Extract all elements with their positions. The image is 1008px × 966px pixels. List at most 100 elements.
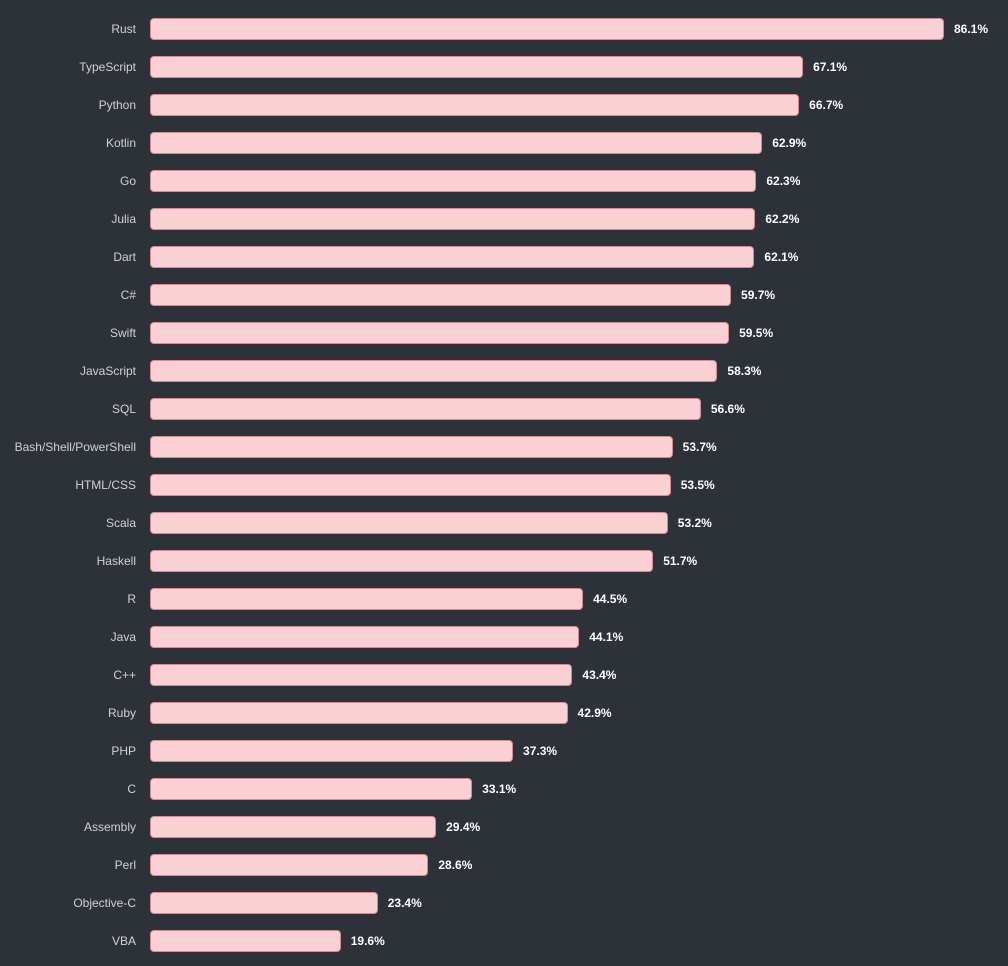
bar-label: Julia <box>0 212 150 226</box>
bar-label: Perl <box>0 858 150 872</box>
bar-row: C#59.7% <box>0 276 988 314</box>
bar-fill <box>150 778 472 800</box>
bar-label: HTML/CSS <box>0 478 150 492</box>
bar-value: 59.5% <box>739 326 773 340</box>
bar-fill <box>150 816 436 838</box>
bar-row: Perl 28.6% <box>0 846 988 884</box>
bar-fill <box>150 892 378 914</box>
bar-row: Julia 62.2% <box>0 200 988 238</box>
bar-label: Python <box>0 98 150 112</box>
bar-fill <box>150 284 731 306</box>
bar-fill <box>150 854 428 876</box>
bar-value: 86.1% <box>954 22 988 36</box>
bar-row: C++43.4% <box>0 656 988 694</box>
bar-fill <box>150 18 944 40</box>
bar-value: 62.2% <box>765 212 799 226</box>
bar-value: 66.7% <box>809 98 843 112</box>
bar-fill <box>150 132 762 154</box>
bar-value: 42.9% <box>578 706 612 720</box>
bar-fill <box>150 56 803 78</box>
bar-track: 62.2% <box>150 208 988 230</box>
bar-track: 53.7% <box>150 436 988 458</box>
bar-track: 33.1% <box>150 778 988 800</box>
bar-row: Dart62.1% <box>0 238 988 276</box>
bar-value: 58.3% <box>727 364 761 378</box>
bar-track: 62.3% <box>150 170 988 192</box>
bar-track: 23.4% <box>150 892 988 914</box>
bar-label: Bash/Shell/PowerShell <box>0 440 150 454</box>
bar-fill <box>150 702 568 724</box>
bar-fill <box>150 436 673 458</box>
bar-row: Objective-C23.4% <box>0 884 988 922</box>
bar-value: 67.1% <box>813 60 847 74</box>
bar-row: Scala 53.2% <box>0 504 988 542</box>
bar-track: 58.3% <box>150 360 988 382</box>
bar-track: 66.7% <box>150 94 988 116</box>
bar-row: SQL 56.6% <box>0 390 988 428</box>
bar-row: HTML/CSS 53.5% <box>0 466 988 504</box>
bar-value: 62.9% <box>772 136 806 150</box>
bar-label: Ruby <box>0 706 150 720</box>
bar-value: 62.3% <box>766 174 800 188</box>
bar-track: 59.7% <box>150 284 988 306</box>
bar-fill <box>150 322 729 344</box>
bar-fill <box>150 512 668 534</box>
bar-row: TypeScript67.1% <box>0 48 988 86</box>
bar-track: 62.9% <box>150 132 988 154</box>
bar-value: 19.6% <box>351 934 385 948</box>
bar-track: 43.4% <box>150 664 988 686</box>
bar-label: Kotlin <box>0 136 150 150</box>
bar-value: 53.7% <box>683 440 717 454</box>
bar-row: Python 66.7% <box>0 86 988 124</box>
bar-label: Haskell <box>0 554 150 568</box>
bar-label: VBA <box>0 934 150 948</box>
bar-fill <box>150 930 341 952</box>
bar-label: C++ <box>0 668 150 682</box>
bar-value: 44.1% <box>589 630 623 644</box>
bar-fill <box>150 474 671 496</box>
bar-value: 53.5% <box>681 478 715 492</box>
bar-row: C33.1% <box>0 770 988 808</box>
bar-track: 53.5% <box>150 474 988 496</box>
bar-row: Ruby 42.9% <box>0 694 988 732</box>
bar-row: PHP37.3% <box>0 732 988 770</box>
bar-fill <box>150 740 513 762</box>
bar-label: JavaScript <box>0 364 150 378</box>
bar-track: 28.6% <box>150 854 988 876</box>
bar-track: 86.1% <box>150 18 988 40</box>
bar-row: Bash/Shell/PowerShell 53.7% <box>0 428 988 466</box>
bar-track: 44.5% <box>150 588 988 610</box>
bar-fill <box>150 398 701 420</box>
bar-value: 51.7% <box>663 554 697 568</box>
bar-track: 67.1% <box>150 56 988 78</box>
bar-track: 51.7% <box>150 550 988 572</box>
bar-fill <box>150 246 754 268</box>
bar-label: C# <box>0 288 150 302</box>
bar-label: SQL <box>0 402 150 416</box>
bar-value: 23.4% <box>388 896 422 910</box>
bar-track: 37.3% <box>150 740 988 762</box>
bar-value: 29.4% <box>446 820 480 834</box>
bar-row: Rust86.1% <box>0 10 988 48</box>
bar-row: Swift59.5% <box>0 314 988 352</box>
bar-track: 29.4% <box>150 816 988 838</box>
bar-track: 56.6% <box>150 398 988 420</box>
bar-track: 19.6% <box>150 930 988 952</box>
bar-row: Go62.3% <box>0 162 988 200</box>
bar-track: 59.5% <box>150 322 988 344</box>
bar-label: Assembly <box>0 820 150 834</box>
bar-label: Scala <box>0 516 150 530</box>
bar-track: 62.1% <box>150 246 988 268</box>
bar-track: 53.2% <box>150 512 988 534</box>
bar-label: R <box>0 592 150 606</box>
bar-row: Assembly 29.4% <box>0 808 988 846</box>
bar-fill <box>150 360 717 382</box>
bar-fill <box>150 550 653 572</box>
bar-value: 44.5% <box>593 592 627 606</box>
bar-value: 28.6% <box>438 858 472 872</box>
bar-value: 53.2% <box>678 516 712 530</box>
bar-row: Kotlin 62.9% <box>0 124 988 162</box>
bar-label: C <box>0 782 150 796</box>
bar-row: R 44.5% <box>0 580 988 618</box>
bar-value: 56.6% <box>711 402 745 416</box>
